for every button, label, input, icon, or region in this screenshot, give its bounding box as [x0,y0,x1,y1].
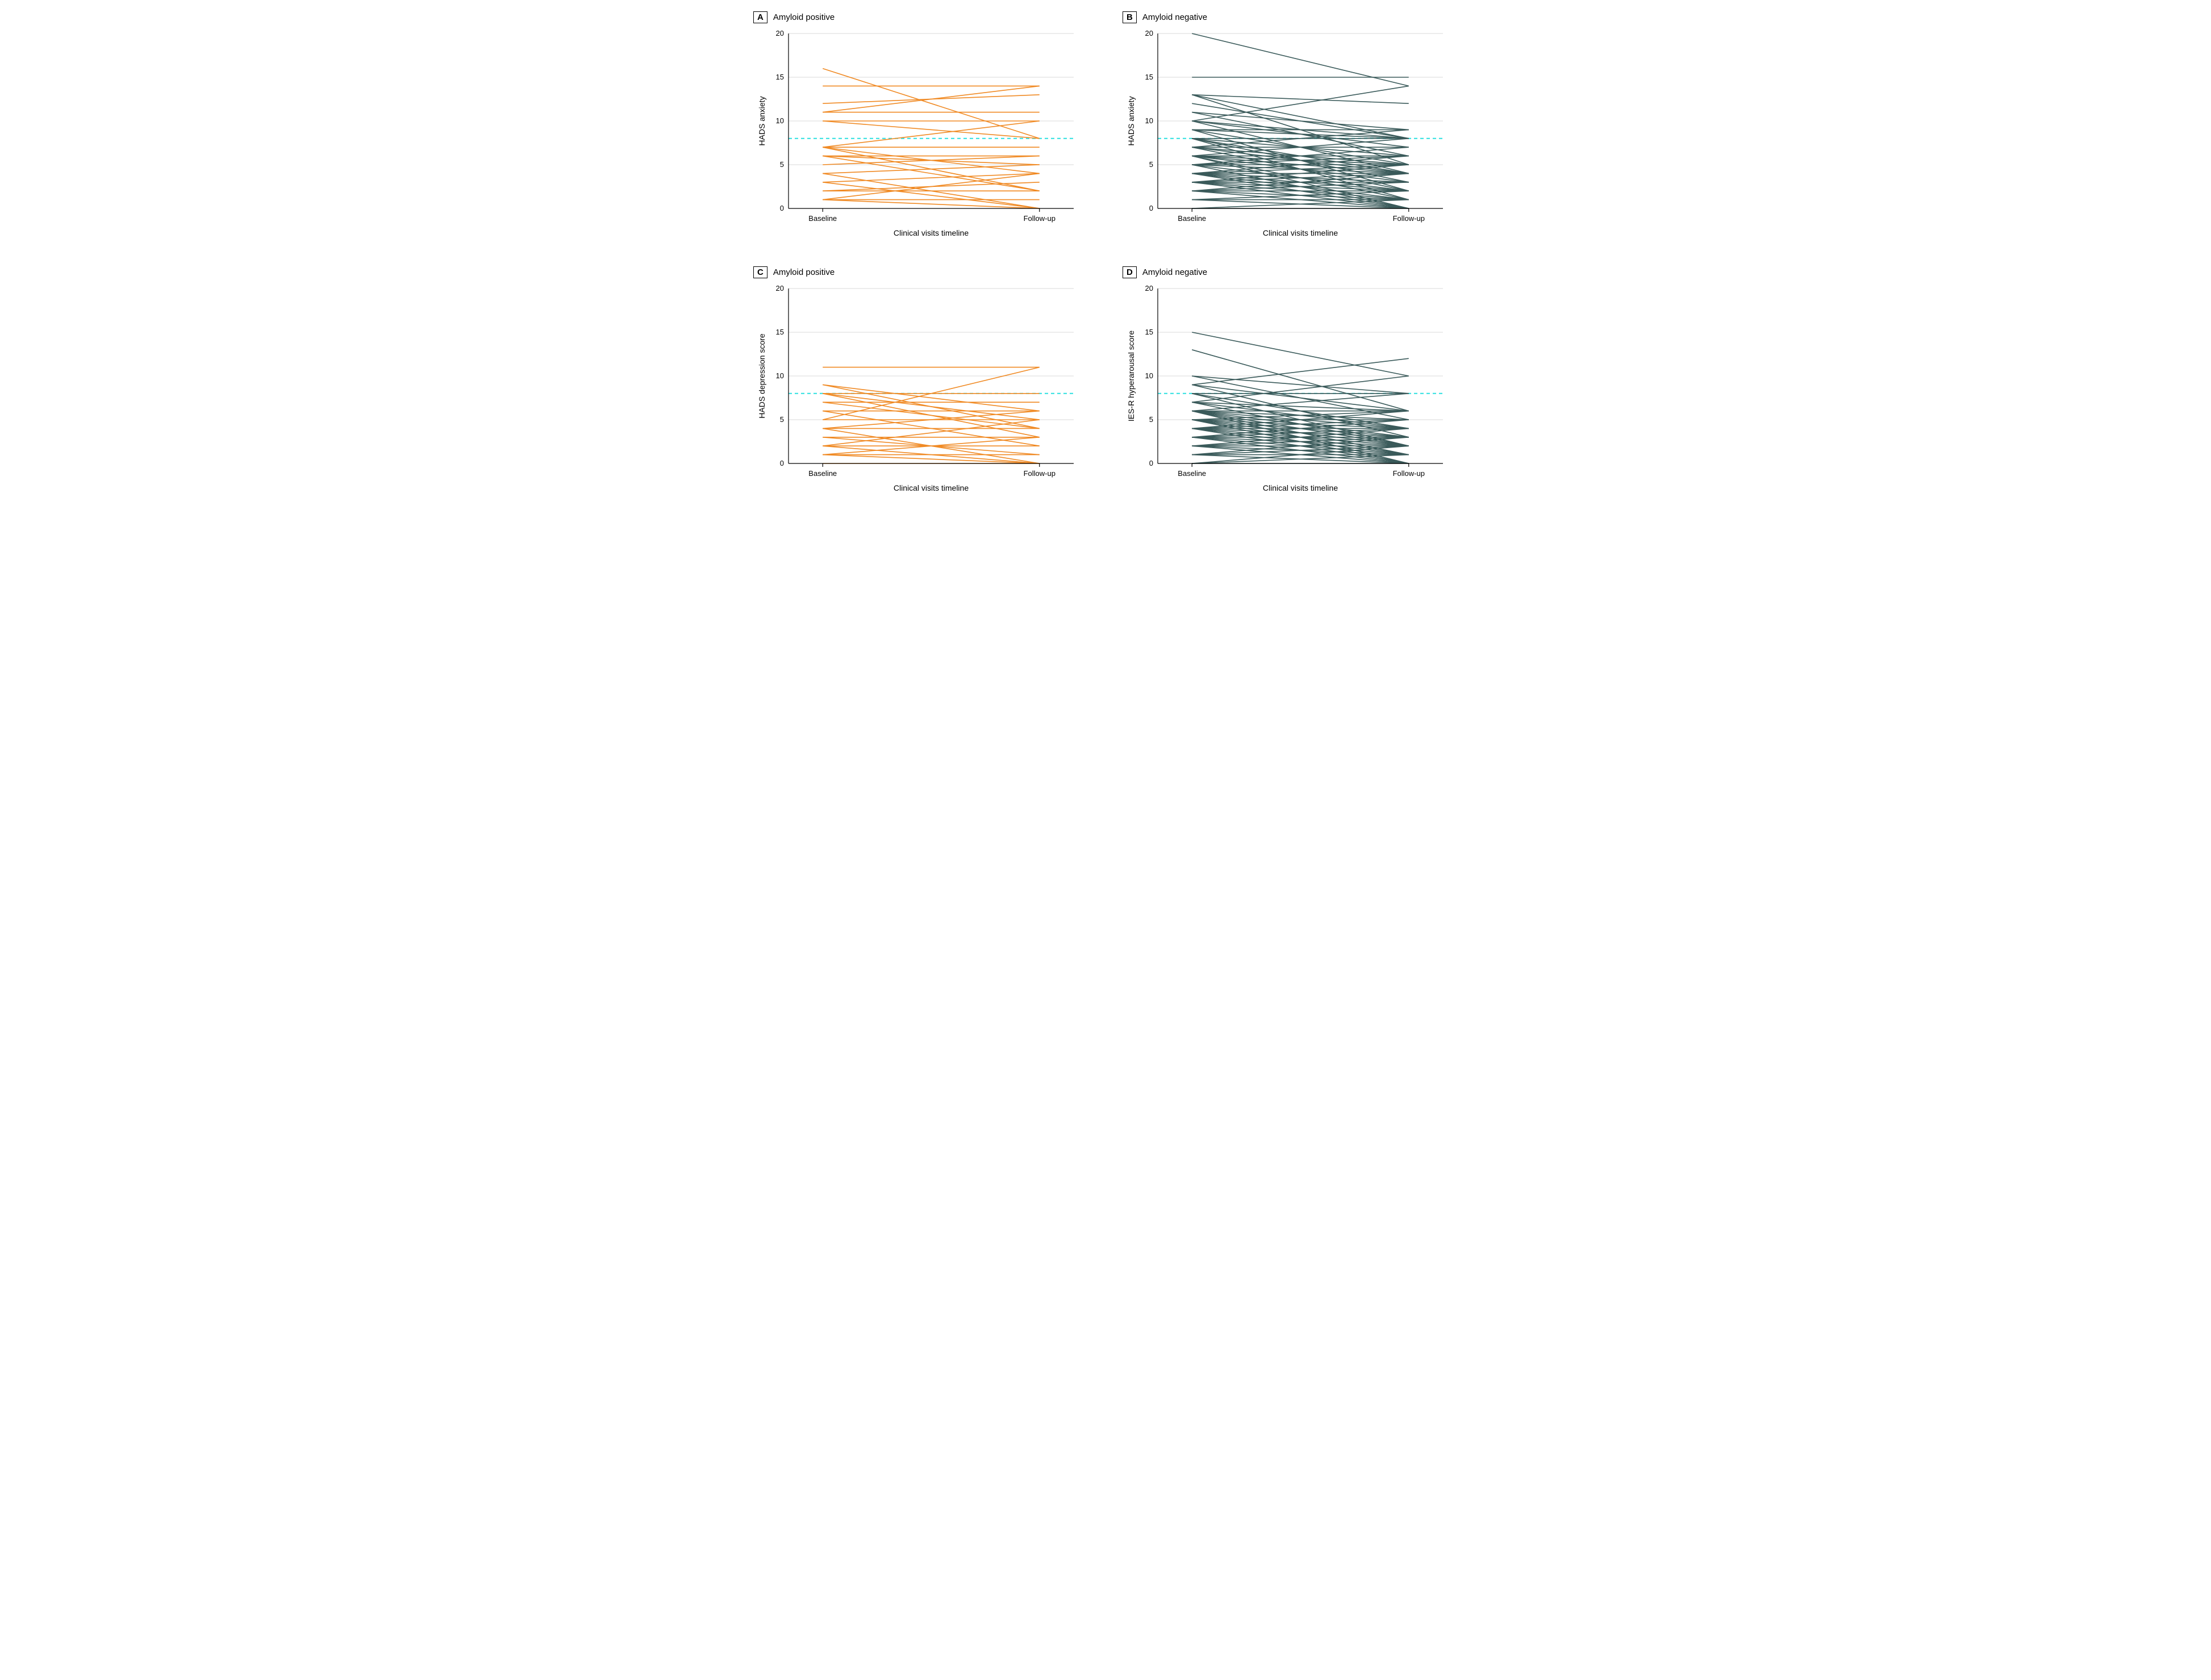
y-tick-label: 15 [1145,328,1153,336]
panel-letter: B [1123,11,1137,23]
x-tick-label: Baseline [808,214,837,223]
data-line [823,420,1040,446]
data-line [823,455,1040,463]
chart: 0 5 10 15 20 Baseline Follow-up Clinical visits… [753,283,1088,499]
y-tick-label: 0 [780,204,784,212]
x-axis-label: Clinical visits timeline [1263,228,1338,237]
x-tick-label: Baseline [1178,469,1206,478]
y-tick-label: 0 [1149,204,1153,212]
chart: 0 5 10 15 20 Baseline Follow-up Clinical visits… [753,28,1088,244]
y-tick-label: 20 [776,29,784,37]
x-axis-label: Clinical visits timeline [894,483,969,492]
chart: 0 5 10 15 20 Baseline Follow-up Clinical visits… [1123,283,1458,499]
y-tick-label: 20 [1145,29,1153,37]
y-axis-label: HADS anxiety [1127,96,1136,145]
y-tick-label: 5 [1149,415,1153,424]
panel-letter: A [753,11,767,23]
data-line [823,121,1040,147]
panel-header: C Amyloid positive [753,266,1088,278]
chart-panel: C Amyloid positive 0 5 10 15 20 Baseline Follow-… [753,266,1088,499]
panel-title: Amyloid negative [1142,268,1207,277]
panel-title: Amyloid positive [773,12,835,22]
y-tick-label: 10 [776,116,784,125]
y-tick-label: 10 [1145,116,1153,125]
y-tick-label: 15 [1145,73,1153,81]
data-line [823,121,1040,139]
data-line [1192,95,1409,103]
data-line [1192,34,1409,86]
y-tick-label: 15 [776,328,784,336]
y-tick-label: 20 [1145,284,1153,292]
x-tick-label: Follow-up [1393,214,1425,223]
y-axis-label: HADS anxiety [757,96,766,145]
x-tick-label: Follow-up [1024,214,1056,223]
chart-panel: A Amyloid positive 0 5 10 15 20 Baseline Follow-… [753,11,1088,244]
x-tick-label: Baseline [808,469,837,478]
panel-title: Amyloid negative [1142,12,1207,22]
y-tick-label: 5 [780,160,784,169]
x-tick-label: Baseline [1178,214,1206,223]
y-tick-label: 5 [780,415,784,424]
panel-title: Amyloid positive [773,268,835,277]
panel-header: D Amyloid negative [1123,266,1458,278]
data-line [1192,129,1409,138]
x-axis-label: Clinical visits timeline [894,228,969,237]
x-tick-label: Follow-up [1393,469,1425,478]
y-tick-label: 5 [1149,160,1153,169]
x-axis-label: Clinical visits timeline [1263,483,1338,492]
panel-letter: C [753,266,767,278]
y-tick-label: 0 [780,459,784,467]
y-axis-label: HADS depression score [757,333,766,419]
chart-panel: B Amyloid negative 0 5 10 15 20 Baseline Follow-… [1123,11,1458,244]
y-tick-label: 10 [776,371,784,380]
y-tick-label: 20 [776,284,784,292]
data-line [1192,86,1409,121]
data-line [1192,332,1409,376]
y-tick-label: 0 [1149,459,1153,467]
panel-letter: D [1123,266,1137,278]
panel-header: B Amyloid negative [1123,11,1458,23]
data-line [1192,376,1409,394]
panel-header: A Amyloid positive [753,11,1088,23]
data-line [823,69,1040,139]
x-tick-label: Follow-up [1024,469,1056,478]
chart: 0 5 10 15 20 Baseline Follow-up Clinical visits… [1123,28,1458,244]
data-line [823,86,1040,112]
chart-panel: D Amyloid negative 0 5 10 15 20 Baseline Follow-… [1123,266,1458,499]
panel-grid: A Amyloid positive 0 5 10 15 20 Baseline Follow-… [753,11,1458,499]
y-tick-label: 15 [776,73,784,81]
y-tick-label: 10 [1145,371,1153,380]
y-axis-label: IES-R hyperarousal score [1127,331,1136,422]
